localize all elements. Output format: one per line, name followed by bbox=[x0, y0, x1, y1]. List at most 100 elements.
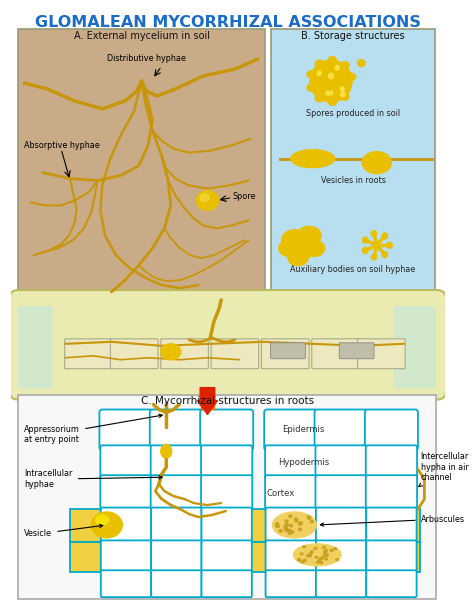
Ellipse shape bbox=[315, 95, 323, 102]
FancyBboxPatch shape bbox=[271, 29, 435, 298]
Ellipse shape bbox=[363, 237, 368, 243]
FancyBboxPatch shape bbox=[100, 410, 153, 450]
Ellipse shape bbox=[329, 91, 333, 95]
Text: Arbuscules: Arbuscules bbox=[320, 514, 465, 526]
FancyBboxPatch shape bbox=[151, 508, 201, 543]
Text: Cortex: Cortex bbox=[266, 489, 295, 498]
Ellipse shape bbox=[309, 555, 311, 557]
FancyBboxPatch shape bbox=[315, 410, 368, 450]
FancyBboxPatch shape bbox=[100, 475, 152, 511]
FancyBboxPatch shape bbox=[316, 540, 366, 574]
FancyBboxPatch shape bbox=[316, 508, 366, 543]
Text: Epidermis: Epidermis bbox=[283, 425, 325, 434]
FancyBboxPatch shape bbox=[365, 410, 418, 450]
Text: Spores produced in soil: Spores produced in soil bbox=[306, 109, 400, 118]
FancyBboxPatch shape bbox=[211, 339, 259, 368]
Ellipse shape bbox=[293, 544, 341, 566]
Ellipse shape bbox=[341, 92, 345, 97]
Ellipse shape bbox=[387, 242, 392, 248]
FancyBboxPatch shape bbox=[366, 540, 417, 574]
Ellipse shape bbox=[308, 517, 311, 519]
Ellipse shape bbox=[326, 91, 329, 95]
Ellipse shape bbox=[307, 555, 310, 557]
FancyBboxPatch shape bbox=[265, 445, 316, 479]
Ellipse shape bbox=[307, 84, 315, 91]
FancyBboxPatch shape bbox=[150, 410, 203, 450]
Ellipse shape bbox=[297, 226, 321, 244]
FancyBboxPatch shape bbox=[366, 475, 417, 511]
FancyBboxPatch shape bbox=[357, 339, 405, 368]
Ellipse shape bbox=[285, 523, 288, 526]
FancyBboxPatch shape bbox=[110, 339, 158, 368]
FancyBboxPatch shape bbox=[262, 339, 309, 368]
Ellipse shape bbox=[161, 344, 181, 360]
FancyBboxPatch shape bbox=[265, 540, 316, 574]
Ellipse shape bbox=[275, 523, 279, 525]
Ellipse shape bbox=[324, 553, 326, 555]
FancyBboxPatch shape bbox=[151, 571, 201, 597]
Text: Spore: Spore bbox=[232, 192, 255, 201]
Ellipse shape bbox=[357, 60, 365, 67]
Ellipse shape bbox=[294, 518, 298, 521]
Ellipse shape bbox=[363, 247, 368, 253]
FancyBboxPatch shape bbox=[151, 445, 202, 479]
Text: Intracellular
hyphae: Intracellular hyphae bbox=[24, 469, 162, 489]
Ellipse shape bbox=[336, 558, 338, 561]
Ellipse shape bbox=[276, 525, 280, 528]
Ellipse shape bbox=[318, 71, 321, 76]
Ellipse shape bbox=[291, 241, 312, 260]
Text: A. External mycelium in soil: A. External mycelium in soil bbox=[73, 31, 210, 41]
Ellipse shape bbox=[295, 520, 298, 522]
FancyBboxPatch shape bbox=[101, 540, 151, 574]
Ellipse shape bbox=[321, 556, 324, 558]
Text: Vesicles in roots: Vesicles in roots bbox=[320, 175, 385, 185]
Ellipse shape bbox=[298, 558, 300, 560]
Ellipse shape bbox=[96, 515, 109, 525]
Ellipse shape bbox=[301, 553, 303, 555]
Ellipse shape bbox=[310, 60, 352, 102]
FancyBboxPatch shape bbox=[366, 445, 417, 479]
FancyBboxPatch shape bbox=[265, 571, 316, 597]
Text: Distributive hyphae: Distributive hyphae bbox=[107, 54, 185, 63]
Ellipse shape bbox=[341, 62, 349, 69]
Ellipse shape bbox=[303, 559, 306, 561]
Ellipse shape bbox=[382, 252, 388, 258]
Ellipse shape bbox=[298, 559, 301, 561]
Ellipse shape bbox=[310, 551, 313, 553]
Ellipse shape bbox=[288, 529, 291, 532]
Ellipse shape bbox=[284, 528, 288, 531]
Ellipse shape bbox=[347, 73, 356, 80]
FancyBboxPatch shape bbox=[161, 339, 209, 368]
Ellipse shape bbox=[323, 546, 326, 548]
Ellipse shape bbox=[279, 529, 283, 532]
Ellipse shape bbox=[340, 87, 344, 91]
Ellipse shape bbox=[304, 240, 325, 257]
Text: Hypodermis: Hypodermis bbox=[278, 458, 329, 467]
Ellipse shape bbox=[317, 561, 319, 563]
Ellipse shape bbox=[319, 558, 322, 560]
FancyBboxPatch shape bbox=[100, 445, 152, 479]
Ellipse shape bbox=[318, 559, 321, 561]
Ellipse shape bbox=[325, 554, 328, 556]
FancyBboxPatch shape bbox=[201, 571, 252, 597]
FancyBboxPatch shape bbox=[200, 410, 253, 450]
Ellipse shape bbox=[362, 152, 392, 174]
FancyBboxPatch shape bbox=[366, 508, 417, 543]
Bar bbox=[70, 542, 420, 572]
Text: Absorptive hyphae: Absorptive hyphae bbox=[24, 141, 100, 150]
Ellipse shape bbox=[288, 250, 308, 266]
Ellipse shape bbox=[299, 522, 302, 525]
Ellipse shape bbox=[291, 149, 335, 168]
FancyBboxPatch shape bbox=[18, 29, 265, 298]
Ellipse shape bbox=[299, 523, 301, 525]
Bar bbox=[70, 509, 420, 542]
Ellipse shape bbox=[196, 191, 219, 211]
FancyBboxPatch shape bbox=[312, 339, 359, 368]
FancyBboxPatch shape bbox=[201, 475, 252, 511]
Ellipse shape bbox=[285, 520, 288, 522]
Ellipse shape bbox=[328, 73, 334, 79]
Ellipse shape bbox=[288, 532, 292, 534]
Ellipse shape bbox=[275, 525, 279, 527]
Text: B. Storage structures: B. Storage structures bbox=[301, 31, 405, 41]
Ellipse shape bbox=[324, 551, 327, 552]
